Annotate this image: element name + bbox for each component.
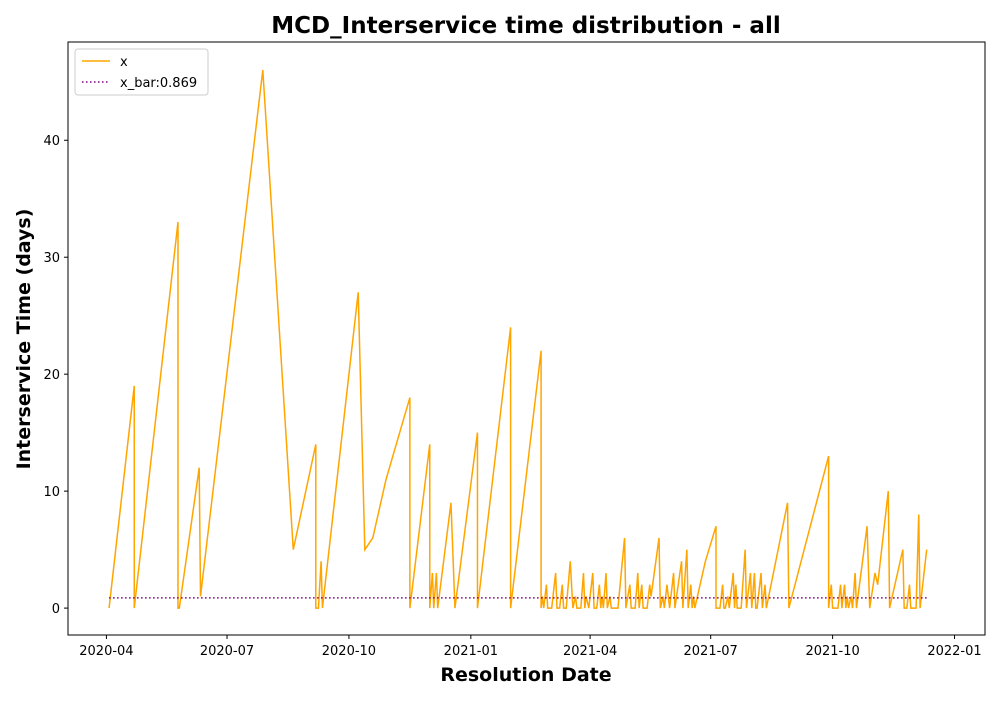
- legend: x x_bar:0.869: [74, 48, 209, 96]
- y-axis-label: Interservice Time (days): [13, 209, 35, 470]
- legend-label-x-bar: x_bar:0.869: [120, 76, 197, 91]
- x-tick-label: 2021-10: [805, 644, 859, 659]
- x-tick-label: 2020-04: [79, 644, 133, 659]
- legend-label-x: x: [120, 55, 128, 70]
- y-tick-label: 30: [43, 251, 60, 266]
- x-tick-label: 2020-10: [322, 644, 376, 659]
- x-tick-label: 2021-04: [563, 644, 617, 659]
- x-tick-label: 2021-07: [684, 644, 738, 659]
- y-tick-label: 0: [52, 602, 60, 617]
- plot-frame: [67, 41, 986, 636]
- series-line-x: [108, 69, 928, 609]
- y-tick-label: 20: [43, 368, 60, 383]
- chart-title: MCD_Interservice time distribution - all: [271, 13, 780, 39]
- x-tick-label: 2022-01: [927, 644, 981, 659]
- x-axis-label: Resolution Date: [440, 664, 611, 686]
- x-tick-label: 2020-07: [200, 644, 254, 659]
- x-tick-label: 2021-01: [444, 644, 498, 659]
- y-tick-label: 40: [43, 134, 60, 149]
- y-tick-label: 10: [43, 485, 60, 500]
